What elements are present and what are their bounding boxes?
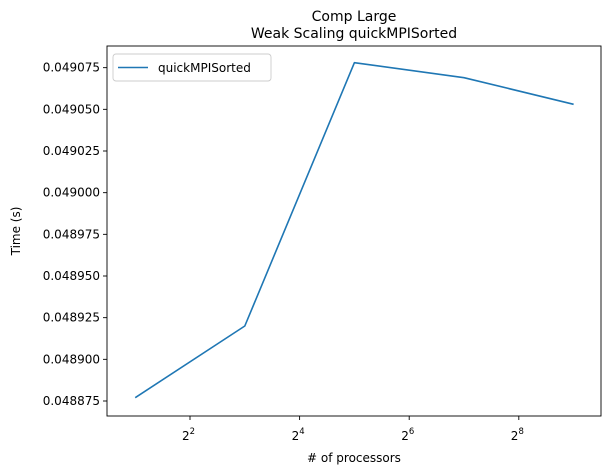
x-tick-base: 2 [182, 429, 190, 443]
y-tick-label: 0.049050 [43, 102, 100, 116]
legend: quickMPISorted [112, 53, 272, 82]
x-tick-label: 28 [511, 427, 524, 443]
y-axis-label: Time (s) [9, 207, 23, 257]
x-tick-exponent: 8 [518, 427, 523, 437]
series-line-0 [134, 61, 574, 399]
y-tick-label: 0.048975 [43, 227, 100, 241]
x-tick-base: 2 [292, 429, 300, 443]
legend-label: quickMPISorted [158, 61, 251, 75]
x-tick-label: 26 [401, 427, 414, 443]
x-tick-label: 22 [182, 427, 195, 443]
x-tick-exponent: 6 [409, 427, 414, 437]
y-tick-label: 0.049000 [43, 186, 100, 200]
y-tick-label: 0.048875 [43, 394, 100, 408]
series-layer [134, 61, 574, 399]
plot-area [106, 45, 602, 417]
x-axis-label: # of processors [307, 451, 401, 465]
x-tick-base: 2 [511, 429, 519, 443]
x-tick-label: 24 [292, 427, 305, 443]
y-tick-label: 0.049025 [43, 144, 100, 158]
x-tick-exponent: 2 [190, 427, 195, 437]
x-tick-base: 2 [401, 429, 409, 443]
y-tick-label: 0.048950 [43, 269, 100, 283]
x-tick-exponent: 4 [299, 427, 304, 437]
chart-title: Comp Large [312, 9, 397, 25]
x-axis: 22 24 26 28 [182, 416, 524, 443]
y-axis: 0.048875 0.048900 0.048925 0.048950 0.048975… [43, 61, 107, 408]
y-tick-label: 0.048925 [43, 311, 100, 325]
y-tick-label: 0.049075 [43, 61, 100, 75]
legend-box [112, 53, 272, 82]
y-tick-label: 0.048900 [43, 352, 100, 366]
chart-subtitle: Weak Scaling quickMPISorted [251, 26, 457, 42]
